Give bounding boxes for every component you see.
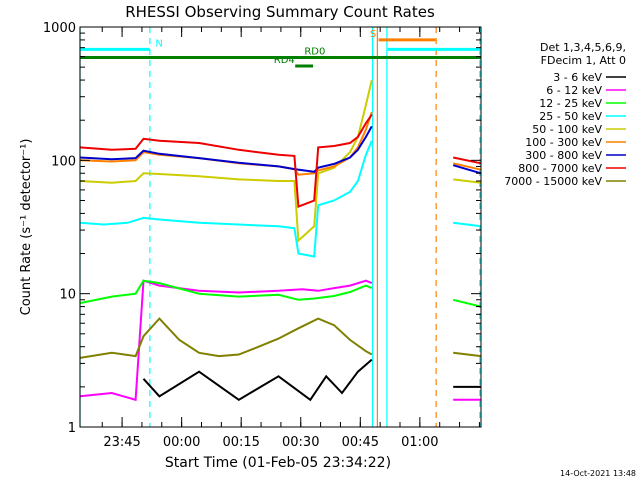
x-axis-label: Start Time (01-Feb-05 23:34:22) (165, 455, 391, 471)
y-axis: 1 10 100 1000 (43, 21, 481, 436)
series-25-50-kev-after-gap (453, 221, 482, 228)
series-12-25-kev-after-gap (452, 298, 482, 308)
legend-header: FDecim 1, Att 0 (541, 54, 626, 67)
series-100-300-kev-after-gap (452, 162, 482, 171)
series-3-6-kev (142, 358, 373, 402)
x-axis: 23:45 00:00 00:15 00:30 00:45 01:00 (101, 27, 480, 450)
series-25-50-kev (79, 140, 373, 258)
series-50-100-kev-after-gap (453, 178, 482, 184)
legend-label-50-100-kev: 50 - 100 keV (532, 123, 602, 136)
legend-label-25-50-kev: 25 - 50 keV (539, 110, 602, 123)
series-800-7000-kev (79, 114, 373, 209)
legend-header: Det 1,3,4,5,6,9, (540, 41, 626, 54)
x-tick-label: 00:00 (163, 435, 200, 450)
flag-label-rd0: RD0 (304, 47, 325, 58)
x-tick-label: 01:00 (401, 435, 438, 450)
flag-label-n: N (155, 38, 162, 49)
legend-label-300-800-kev: 300 - 800 keV (525, 149, 602, 162)
y-axis-label: Count Rate (s⁻¹ detector⁻¹) (19, 139, 34, 316)
vertical-markers (79, 27, 481, 427)
series-7000-15000-kev (79, 317, 373, 359)
y-tick-label: 1000 (43, 21, 76, 36)
x-tick-label: 23:45 (103, 435, 140, 450)
legend-label-3-6-kev: 3 - 6 keV (553, 71, 602, 84)
legend-label-12-25-kev: 12 - 25 keV (539, 97, 602, 110)
flag-label-rd4: RD4 (274, 55, 295, 66)
x-tick-label: 00:45 (342, 435, 379, 450)
series-300-800-kev (79, 125, 373, 173)
series-7000-15000-kev-after-gap (453, 351, 482, 358)
y-tick-label: 10 (59, 288, 76, 303)
legend-label-100-300-kev: 100 - 300 keV (525, 136, 602, 149)
flag-bars: N S RD0 RD4 (80, 29, 481, 68)
x-tick-label: 00:30 (282, 435, 319, 450)
timestamp: 14-Oct-2021 13:48 (560, 469, 636, 478)
series-12-25-kev (79, 279, 373, 305)
x-tick-label: 00:15 (222, 435, 259, 450)
y-tick-label: 100 (51, 154, 76, 169)
legend-label-6-12-kev: 6 - 12 keV (546, 84, 602, 97)
series-800-7000-kev-after-gap (452, 156, 482, 165)
flag-label-s: S (370, 29, 376, 40)
series-300-800-kev-after-gap (452, 164, 482, 175)
y-tick-label: 1 (68, 421, 76, 436)
series-50-100-kev (79, 79, 373, 243)
series-lines (79, 79, 482, 402)
legend: Det 1,3,4,5,6,9,FDecim 1, Att 0 3 - 6 keV… (504, 41, 626, 188)
legend-label-800-7000-kev: 800 - 7000 keV (518, 162, 602, 175)
chart-title: RHESSI Observing Summary Count Rates (125, 3, 435, 21)
legend-label-7000-15000-kev: 7000 - 15000 keV (504, 175, 602, 188)
series-6-12-kev (79, 279, 373, 402)
